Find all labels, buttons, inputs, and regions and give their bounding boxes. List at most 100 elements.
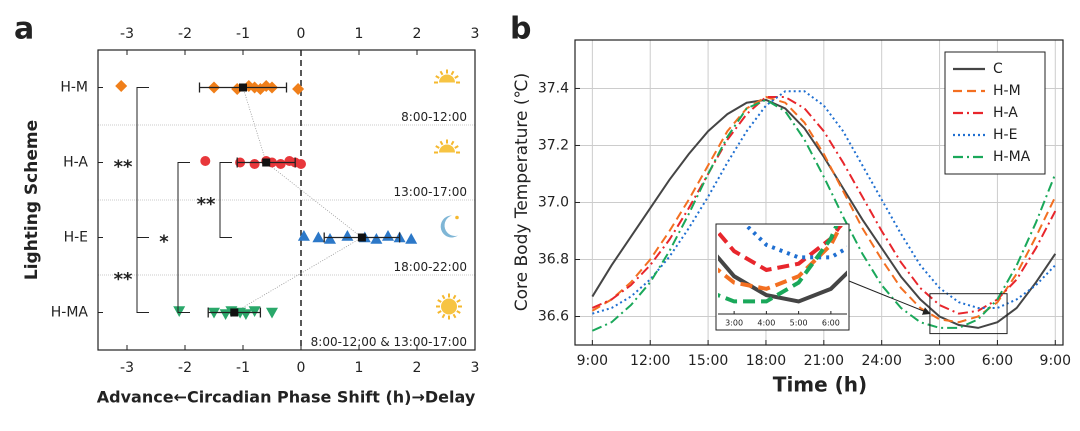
x-tick-label-top: -3 (120, 26, 134, 42)
panel-label: a (14, 12, 34, 47)
x-tick-label: 3:00 (924, 353, 955, 369)
inset-series-line (718, 254, 847, 304)
x-tick-label: 3 (471, 360, 480, 376)
mean-marker (230, 308, 239, 317)
sun-ray (452, 294, 457, 300)
inset-x-tick-label: 6:00 (822, 319, 840, 328)
mean-connector (234, 237, 363, 313)
y-tick-label: 37.0 (538, 194, 569, 210)
data-point (370, 233, 383, 244)
sun-icon (439, 74, 455, 83)
sun-ray (441, 294, 446, 300)
mean-connector (265, 162, 363, 238)
series-line (591, 95, 1057, 324)
time-window: 8:00-12:00 (401, 110, 467, 124)
plot-frame (574, 39, 1064, 346)
data-point (115, 80, 128, 92)
significance-bracket (219, 162, 232, 238)
time-window: 18:00-22:00 (394, 260, 468, 274)
inset-x-tick-label: 3:00 (725, 319, 743, 328)
mean-marker (239, 83, 247, 92)
x-tick-label-top: 0 (297, 26, 306, 42)
data-point (266, 307, 278, 319)
mean-marker (357, 233, 366, 242)
star-icon (455, 215, 459, 220)
sun-ray (435, 145, 440, 149)
x-tick-label-top: 2 (413, 26, 422, 42)
data-point (382, 230, 394, 241)
data-point (405, 233, 418, 244)
sun-ray (435, 75, 440, 79)
time-window: 8:00-12:00 & 13:00-17:00 (311, 335, 467, 349)
significance-bracket (136, 87, 149, 238)
x-tick-label-top: 1 (355, 26, 364, 42)
panel-label: b (510, 12, 531, 47)
y-tick-label: H-A (63, 155, 88, 171)
series-line (591, 98, 1057, 329)
x-tick-label: 15:00 (688, 353, 728, 369)
sun-icon (439, 144, 455, 153)
x-tick-label: 9:00 (577, 353, 608, 369)
legend-label: H-M (993, 83, 1021, 99)
data-point (312, 231, 325, 243)
x-tick-label: -3 (120, 360, 134, 376)
mean-marker (262, 158, 271, 167)
mean-connector (242, 87, 267, 163)
significance-label: ** (114, 157, 133, 178)
inset-lines (718, 226, 847, 304)
data-point (341, 230, 354, 241)
significance-label: * (159, 232, 169, 253)
data-point (200, 156, 211, 166)
sun-ray (456, 299, 461, 303)
inset-series-line (718, 226, 843, 273)
y-tick-label: 36.6 (538, 308, 569, 324)
x-axis-title: Advance←Circadian Phase Shift (h)→Delay (97, 388, 476, 407)
x-tick-label: 24:00 (862, 353, 902, 369)
data-point (324, 233, 336, 244)
data-point (173, 306, 186, 317)
data-point (248, 306, 261, 317)
inset-series-line (718, 226, 839, 304)
data-point (249, 159, 260, 169)
legend-label: H-E (993, 127, 1017, 143)
legend-label: H-A (993, 105, 1018, 121)
time-window: 13:00-17:00 (394, 185, 468, 199)
y-tick-label: H-E (64, 230, 88, 246)
sun-ray (441, 313, 446, 319)
sun-ray (439, 140, 444, 146)
legend-label: C (993, 61, 1003, 77)
x-tick-label-top: -1 (236, 26, 250, 42)
x-tick-label: 1 (355, 360, 364, 376)
x-tick-label: 21:00 (804, 353, 844, 369)
sun-icon (441, 298, 457, 315)
sun-ray (456, 310, 461, 314)
significance-label: ** (114, 269, 133, 290)
x-tick-label: 18:00 (746, 353, 786, 369)
zoom-arrow (848, 280, 931, 315)
plot-frame (97, 49, 476, 351)
y-tick-label: H-MA (51, 305, 89, 321)
series-line (592, 90, 1056, 315)
sun-ray (450, 140, 455, 146)
sun-ray (454, 75, 459, 79)
x-tick-label: 0 (297, 360, 306, 376)
moon-icon (440, 215, 458, 238)
sun-ray (452, 313, 457, 319)
sun-ray (439, 70, 444, 76)
y-tick-label: 37.4 (538, 80, 569, 96)
inset-x-tick-label: 4:00 (757, 319, 775, 328)
series-line (591, 96, 1057, 315)
y-tick-label: 37.2 (538, 137, 569, 153)
y-axis-title: Lighting Scheme (22, 120, 42, 280)
x-tick-label: 12:00 (630, 353, 670, 369)
x-tick-label: 2 (413, 360, 422, 376)
x-tick-label: 6:00 (982, 353, 1013, 369)
series-line (591, 98, 1057, 332)
y-axis-title: Core Body Temperature (℃) (512, 73, 532, 312)
x-tick-label: 9:00 (1040, 353, 1071, 369)
sun-ray (437, 299, 442, 303)
significance-bracket (136, 237, 149, 313)
significance-bracket (177, 162, 190, 313)
data-point (297, 230, 310, 241)
